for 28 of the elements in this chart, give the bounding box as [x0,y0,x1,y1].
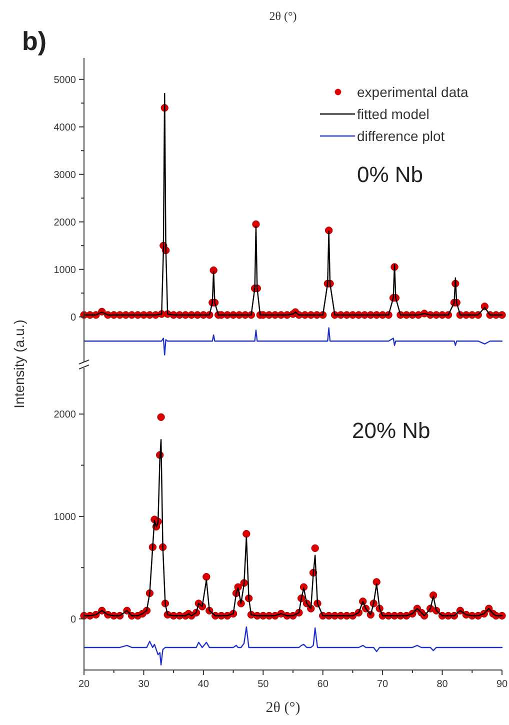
x-tick-label: 50 [258,679,270,690]
x-tick-label: 60 [317,679,329,690]
x-tick-label: 80 [436,679,448,690]
x-tick-label: 90 [496,679,508,690]
y-tick-label: 5000 [54,74,76,86]
y-tick-label: 0 [70,312,76,324]
line-series [83,626,503,666]
y-tick-label: 1000 [54,264,76,276]
x-tick-label: 20 [78,679,90,690]
y-tick-label: 2000 [54,410,76,421]
line-series [83,327,503,356]
x-tick-label: 40 [198,679,210,690]
legend-label: fitted model [357,106,430,122]
x-axis-title: 2θ (°) [266,700,300,716]
annotation: 0% Nb [357,162,424,187]
text: b) [22,26,47,56]
legend-label: difference plot [357,128,445,144]
y-tick-label: 1000 [54,512,76,523]
y-tick-label: 4000 [54,122,76,134]
x-axis-title: 2θ (°) [269,9,297,23]
y-tick-label: 0 [70,614,76,626]
y-tick-label: 2000 [54,217,76,228]
y-tick-label: 3000 [54,170,76,181]
legend-label: experimental data [357,84,469,100]
y-axis-title: Intensity (a.u.) [11,320,27,408]
annotation: 20% Nb [352,418,430,443]
x-tick-label: 30 [138,679,150,690]
x-tick-label: 70 [377,679,389,690]
